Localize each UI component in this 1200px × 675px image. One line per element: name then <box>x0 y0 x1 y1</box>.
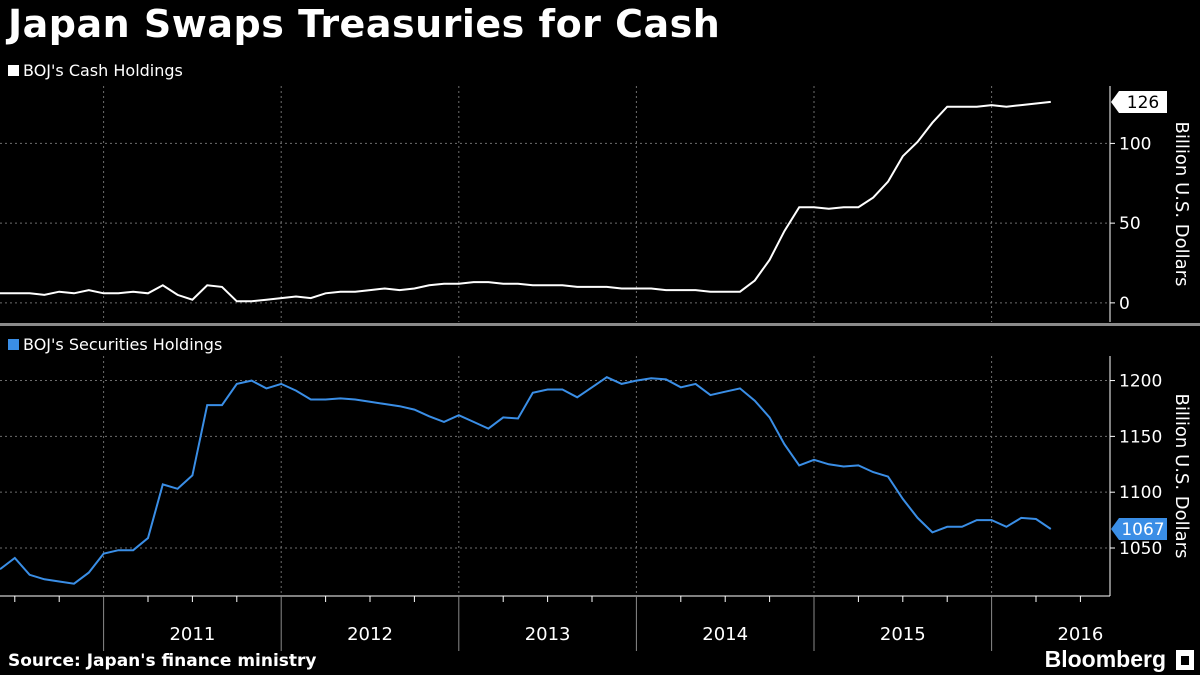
panel-separator <box>0 323 1200 326</box>
securities-last-value-label: 1067 <box>1121 520 1164 540</box>
cash-last-value-callout <box>1111 90 1167 113</box>
securities-ytick-1100: 1100 <box>1119 483 1162 503</box>
cash-last-value-label: 126 <box>1127 93 1159 113</box>
cash-ytick-100: 100 <box>1119 134 1151 154</box>
cash-ytick-0: 0 <box>1119 294 1130 314</box>
cash-ytick-50: 50 <box>1119 214 1141 234</box>
securities-series-line <box>0 376 1052 585</box>
brand-mark-icon <box>1176 650 1194 670</box>
cash-legend-label: BOJ's Cash Holdings <box>23 61 183 80</box>
securities-ytick-1200: 1200 <box>1119 372 1162 392</box>
securities-legend-label: BOJ's Securities Holdings <box>23 335 223 354</box>
x-tick-label-2013: 2013 <box>525 624 571 645</box>
chart-title: Japan Swaps Treasuries for Cash <box>8 2 721 46</box>
securities-legend-swatch <box>8 339 19 350</box>
securities-ytick-1150: 1150 <box>1119 427 1162 447</box>
source-note: Source: Japan's finance ministry <box>8 651 317 671</box>
x-tick-label-2011: 2011 <box>169 624 215 645</box>
x-tick-label-2012: 2012 <box>347 624 393 645</box>
x-tick-label-2014: 2014 <box>702 624 748 645</box>
x-tick-label-2016: 2016 <box>1057 624 1103 645</box>
cash-legend-swatch <box>8 65 19 76</box>
securities-legend: BOJ's Securities Holdings <box>8 335 222 354</box>
x-tick-label-2015: 2015 <box>880 624 926 645</box>
cash-legend: BOJ's Cash Holdings <box>8 61 183 80</box>
cash-ylabel: Billion U.S. Dollars <box>1171 122 1192 287</box>
cash-series-line <box>0 100 1051 303</box>
brand-logo: Bloomberg <box>1044 646 1166 672</box>
securities-ytick-1050: 1050 <box>1119 539 1162 559</box>
securities-ylabel: Billion U.S. Dollars <box>1171 394 1192 559</box>
securities-last-value-callout <box>1111 518 1167 541</box>
